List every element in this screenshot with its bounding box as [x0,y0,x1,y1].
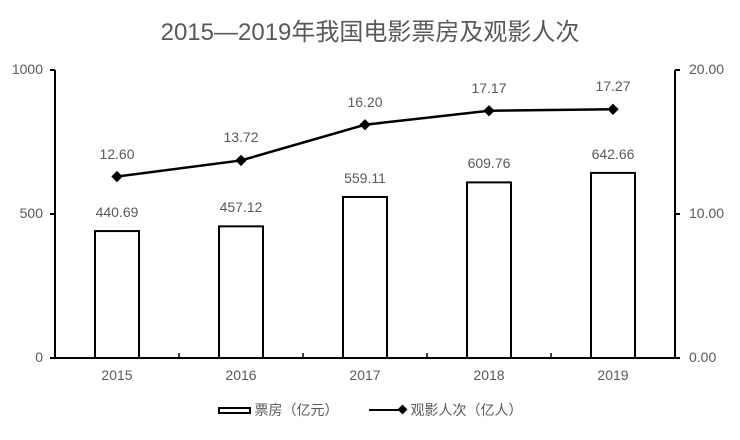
right-axis-tick-label: 0.00 [689,349,717,365]
line-diamond-swatch-icon [368,405,407,415]
bar [466,181,512,359]
diamond-marker-icon [235,154,247,167]
bar-value-label: 457.12 [219,199,263,216]
bar-value-label: 642.66 [591,145,635,162]
line-value-label: 13.72 [223,129,259,146]
legend-item-box-office: 票房（亿元） [217,400,339,420]
line-value-label: 17.27 [595,78,631,95]
chart-title: 2015—2019年我国电影票房及观影人次 [160,19,580,46]
diamond-marker-icon [111,170,123,183]
bar [218,225,264,359]
x-axis-tick-label: 2016 [225,367,257,383]
left-axis-tick-label: 1000 [11,61,43,77]
legend-label-box-office: 票房（亿元） [254,402,339,418]
right-axis-tick-label: 10.00 [689,205,725,221]
bar-value-label: 440.69 [95,204,139,221]
right-axis-tick-label: 20.00 [689,61,725,77]
legend: 票房（亿元） 观影人次（亿人） [0,400,740,420]
left-axis-tick-label: 500 [19,205,43,221]
x-axis-tick-label: 2019 [597,367,629,383]
bar-value-label: 559.11 [344,169,386,186]
x-axis-tick-label: 2015 [101,367,133,383]
diamond-marker-icon [607,103,619,115]
left-axis-tick-label: 0 [35,349,43,365]
x-axis-tick-label: 2017 [349,367,381,383]
line-value-label: 16.20 [347,93,383,110]
bar-swatch-icon [217,406,251,414]
x-axis-tick-label: 2018 [473,367,505,383]
bar-value-label: 609.76 [467,155,511,172]
diamond-marker-icon [483,105,495,117]
bar [342,195,388,359]
legend-item-attendance: 观影人次（亿人） [368,400,523,420]
legend-label-attendance: 观影人次（亿人） [410,402,523,418]
line-value-label: 17.17 [471,79,507,96]
line-value-label: 12.60 [99,145,135,162]
diamond-marker-icon [359,119,371,131]
bar [590,171,636,359]
bar [94,230,140,359]
